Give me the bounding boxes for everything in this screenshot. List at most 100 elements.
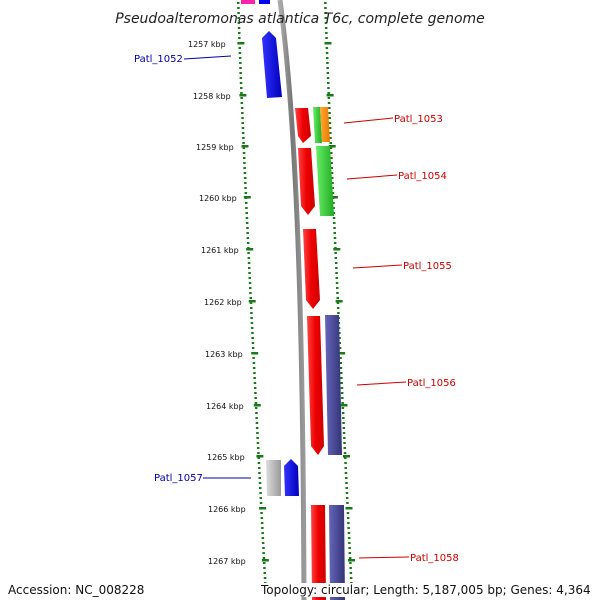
minor-tick: [349, 562, 352, 564]
minor-tick: [347, 537, 351, 539]
minor-tick: [244, 187, 247, 189]
minor-tick: [335, 267, 338, 269]
minor-tick: [253, 372, 256, 374]
minor-tick: [248, 272, 251, 274]
minor-tick: [329, 147, 333, 149]
minor-tick: [324, 2, 327, 4]
tick-label: 1266 kbp: [208, 505, 246, 514]
tick-labels: 1257 kbp 1258 kbp 1259 kbp 1260 kbp 1261…: [188, 40, 246, 566]
minor-tick: [256, 432, 259, 434]
major-tick: [248, 300, 256, 303]
minor-tick: [335, 277, 338, 279]
minor-tick: [348, 557, 352, 559]
minor-tick: [243, 162, 246, 164]
minor-tick: [259, 497, 262, 499]
minor-tick: [238, 37, 241, 39]
minor-tick: [340, 387, 344, 389]
minor-tick: [241, 132, 245, 134]
gene-patl-1053-red: [295, 108, 311, 143]
minor-tick: [326, 62, 329, 64]
genome-backbone: [277, 0, 307, 600]
major-tick: [348, 559, 355, 562]
tick-label: 1265 kbp: [207, 453, 245, 462]
tick-label: 1264 kbp: [206, 402, 244, 411]
major-tick: [259, 507, 267, 510]
gene-patl-1054-red: [298, 148, 315, 215]
minor-tick: [255, 412, 258, 414]
gene-label: Patl_1054: [398, 171, 447, 182]
minor-tick: [240, 92, 243, 94]
minor-tick: [328, 112, 331, 114]
minor-tick: [334, 257, 338, 259]
minor-tick: [347, 522, 350, 524]
minor-tick: [327, 87, 330, 89]
minor-tick: [251, 342, 255, 344]
minor-tick: [349, 567, 352, 569]
minor-tick: [255, 427, 259, 429]
minor-tick: [329, 137, 332, 139]
minor-tick: [342, 432, 346, 434]
minor-tick: [244, 182, 247, 184]
minor-tick: [343, 447, 346, 449]
minor-tick: [329, 132, 332, 134]
minor-tick: [333, 237, 337, 239]
minor-tick: [343, 452, 347, 454]
minor-tick: [330, 172, 334, 174]
minor-tick: [344, 457, 347, 459]
minor-tick: [332, 212, 336, 214]
minor-tick: [246, 227, 249, 229]
minor-tick: [240, 102, 244, 104]
tick-label: 1260 kbp: [199, 194, 237, 203]
minor-tick: [240, 107, 244, 109]
minor-tick: [325, 32, 328, 34]
minor-tick: [348, 542, 351, 544]
minor-tick: [249, 287, 252, 289]
gene-label: Patl_1058: [410, 553, 459, 564]
minor-tick: [331, 182, 334, 184]
tick-rings: [237, 2, 353, 589]
gene-label: Patl_1056: [407, 378, 456, 389]
topology-text: Topology: circular; Length: 5,187,005 bp…: [261, 583, 591, 597]
minor-tick: [245, 202, 248, 204]
minor-tick: [325, 52, 329, 54]
minor-tick: [330, 162, 333, 164]
tick-label: 1262 kbp: [204, 298, 242, 307]
minor-tick: [241, 122, 244, 124]
minor-tick: [245, 217, 249, 219]
minor-tick: [243, 167, 246, 169]
minor-tick: [240, 97, 243, 99]
minor-tick: [345, 487, 348, 489]
tick-label: 1257 kbp: [188, 40, 226, 49]
minor-tick: [345, 477, 348, 479]
major-tick: [335, 300, 343, 303]
minor-tick: [347, 532, 351, 534]
minor-tick: [243, 172, 247, 174]
minor-tick: [334, 262, 338, 264]
minor-tick: [256, 442, 260, 444]
minor-tick: [331, 192, 335, 194]
minor-tick: [237, 7, 240, 9]
gene-label: Patl_1057: [154, 473, 203, 484]
minor-tick: [257, 462, 261, 464]
major-tick: [333, 248, 341, 251]
minor-tick: [237, 27, 241, 29]
minor-tick: [237, 12, 240, 14]
gene-patl-1053-green: [313, 107, 322, 143]
minor-tick: [339, 362, 342, 364]
major-tick: [328, 145, 336, 148]
minor-tick: [336, 292, 339, 294]
minor-tick: [332, 202, 335, 204]
minor-tick: [241, 112, 244, 114]
minor-tick: [258, 482, 262, 484]
gene-patl-1058-purple: [329, 505, 345, 600]
minor-tick: [348, 547, 351, 549]
minor-tick: [258, 467, 261, 469]
minor-tick: [335, 272, 338, 274]
major-tick: [237, 42, 245, 45]
minor-tick: [261, 537, 265, 539]
minor-tick: [335, 282, 339, 284]
minor-tick: [248, 282, 252, 284]
minor-tick: [333, 222, 336, 224]
minor-tick: [238, 32, 241, 34]
minor-tick: [345, 492, 349, 494]
